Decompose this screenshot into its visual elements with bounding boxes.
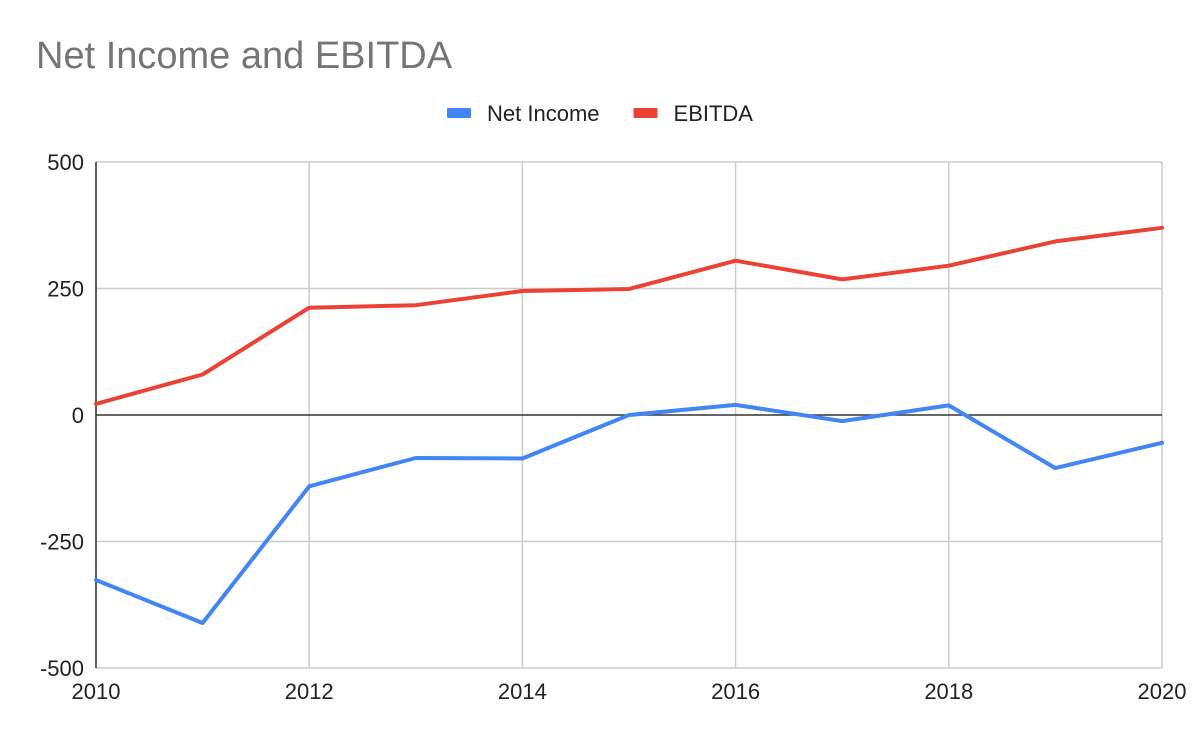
x-tick-label: 2020 (1138, 679, 1187, 704)
y-tick-label: 500 (47, 150, 84, 175)
series-line-ebitda (94, 225, 1164, 406)
tick-labels: -500 -250 0 250 500 2010 2012 2014 2016 2018 2020 (40, 150, 1187, 704)
legend-label: EBITDA (674, 101, 754, 126)
x-tick-label: 2012 (285, 679, 334, 704)
y-tick-label: 250 (47, 277, 84, 302)
series-lines (94, 225, 1164, 625)
legend-item-net-income[interactable]: Net Income (447, 101, 600, 126)
x-tick-label: 2010 (72, 679, 121, 704)
y-tick-label: 0 (72, 403, 84, 428)
legend-swatch (633, 108, 658, 118)
legend-swatch (447, 108, 472, 118)
y-tick-label: -250 (40, 530, 84, 555)
chart-title: Net Income and EBITDA (36, 35, 453, 77)
legend-item-ebitda[interactable]: EBITDA (633, 101, 754, 126)
x-tick-label: 2014 (498, 679, 547, 704)
series-line-net-income (94, 402, 1164, 625)
y-tick-label: -500 (40, 656, 84, 681)
legend: Net Income EBITDA (447, 101, 753, 126)
x-tick-label: 2018 (924, 679, 973, 704)
legend-label: Net Income (487, 101, 600, 126)
x-tick-label: 2016 (711, 679, 760, 704)
